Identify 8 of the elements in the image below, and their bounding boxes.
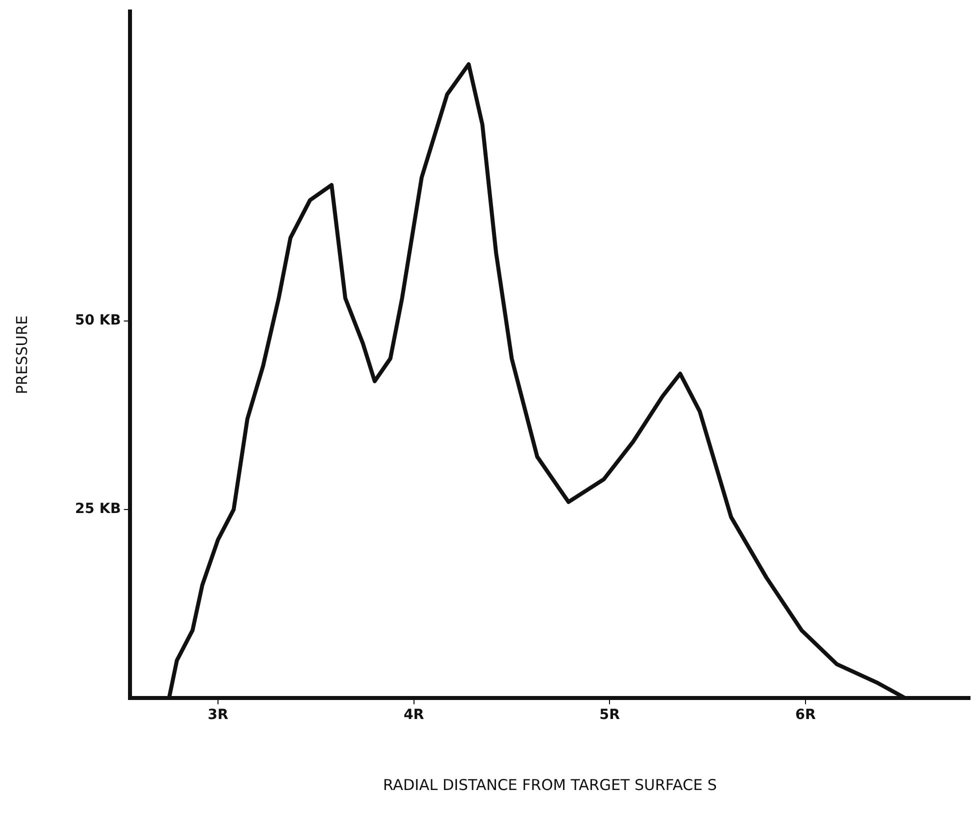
y-tick-label: 25 KB bbox=[74, 501, 121, 518]
x-tick-label: 6R bbox=[795, 707, 816, 724]
y-axis-title: PRESSURE bbox=[12, 315, 31, 394]
x-axis-title: RADIAL DISTANCE FROM TARGET SURFACE S bbox=[383, 776, 717, 794]
y-tick-label: 50 KB bbox=[74, 312, 121, 328]
x-tick-label: 4R bbox=[404, 707, 424, 724]
x-tick-label: 3R bbox=[208, 707, 228, 724]
x-tick-label: 5R bbox=[599, 707, 620, 724]
